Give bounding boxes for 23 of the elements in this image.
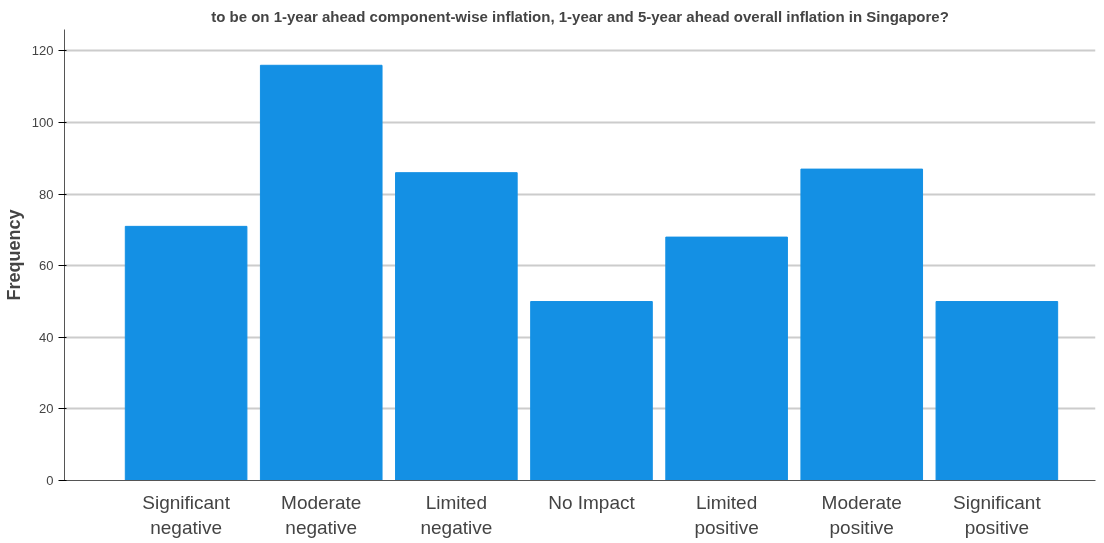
- bar: [530, 301, 653, 481]
- bar: [800, 168, 924, 481]
- x-tick-label: Moderate positive: [821, 491, 902, 538]
- y-tick-label: 0: [46, 473, 54, 488]
- y-tick-label: 40: [39, 329, 54, 345]
- x-tick-label: Significant positive: [953, 491, 1042, 538]
- x-tick-label: Limited positive: [694, 491, 759, 538]
- x-tick-label: Limited negative: [420, 491, 493, 538]
- y-tick-label: 120: [31, 43, 54, 59]
- x-tick-label: No Impact: [548, 491, 636, 513]
- x-tick-label: Significant negative: [142, 491, 231, 538]
- x-tick-label: Moderate negative: [281, 491, 362, 538]
- chart-title: to be on 1-year ahead component-wise inflation, 1-year and 5-year ahead overall inflation in Singapore?: [211, 7, 949, 25]
- bar: [395, 172, 518, 481]
- bar: [935, 301, 1059, 481]
- y-tick-label: 20: [39, 401, 54, 417]
- bar: [124, 225, 248, 481]
- y-tick-label: 80: [39, 186, 54, 202]
- y-tick-label: 60: [39, 258, 54, 274]
- y-axis-title: Frequency: [3, 209, 24, 301]
- bar: [259, 64, 383, 481]
- y-tick-label: 100: [31, 115, 54, 131]
- bar: [665, 236, 788, 481]
